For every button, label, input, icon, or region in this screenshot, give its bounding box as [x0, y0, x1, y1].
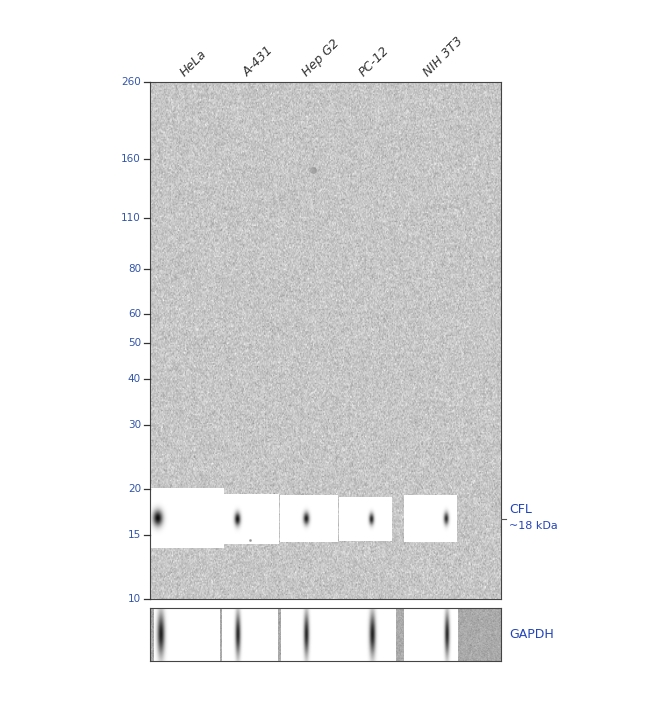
Text: A-431: A-431 [240, 44, 276, 79]
Text: CFL: CFL [509, 503, 532, 516]
Text: ~18 kDa: ~18 kDa [509, 521, 558, 531]
Text: 60: 60 [128, 309, 141, 320]
Text: 80: 80 [128, 264, 141, 274]
Text: PC-12: PC-12 [356, 44, 391, 79]
Text: 260: 260 [122, 77, 141, 86]
Text: 40: 40 [128, 374, 141, 384]
Text: 50: 50 [128, 338, 141, 348]
Text: 110: 110 [122, 213, 141, 223]
Text: Hep G2: Hep G2 [300, 38, 342, 79]
Text: 15: 15 [128, 530, 141, 540]
Text: 20: 20 [128, 484, 141, 494]
Text: 160: 160 [122, 154, 141, 164]
Text: 30: 30 [128, 420, 141, 430]
Text: NIH 3T3: NIH 3T3 [421, 35, 466, 79]
Text: 10: 10 [128, 594, 141, 604]
Text: HeLa: HeLa [177, 48, 209, 79]
Text: GAPDH: GAPDH [509, 627, 554, 641]
